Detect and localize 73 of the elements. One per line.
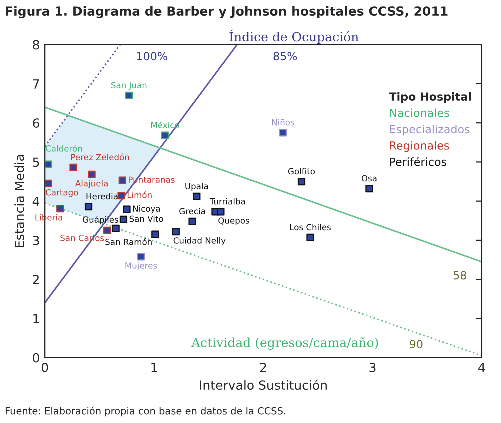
text: Periféricos [390, 157, 447, 166]
point [279, 129, 287, 137]
point [152, 230, 160, 238]
chart-title: Figura 1. Diagrama de Barber y Johnson hospitales CCSS, 2011 [6, 6, 448, 19]
point [125, 92, 133, 100]
point [172, 228, 180, 236]
data-label: Alajuela [75, 180, 108, 188]
point [366, 185, 374, 193]
data-label: Cuidad Nelly [174, 237, 226, 246]
point [45, 180, 52, 188]
y-tick-label: 1 [34, 314, 40, 324]
y-tick-label: 7 [33, 80, 40, 89]
text: Nacionales [390, 108, 450, 118]
annotation: 85% [274, 52, 298, 61]
data-label: San Vito [130, 216, 164, 222]
annotation: 58 [454, 271, 466, 280]
point [104, 226, 112, 235]
text: Regionales [390, 141, 450, 152]
point [118, 192, 126, 200]
data-label: Upala [186, 183, 208, 192]
x-tick-label: 0 [42, 362, 48, 372]
y-tick-label: 3 [33, 236, 40, 246]
point [137, 253, 146, 261]
point [112, 224, 120, 233]
data-label: Osa [362, 175, 377, 182]
x-tick-label: 3 [370, 362, 376, 372]
data-label: Turrialba [210, 198, 246, 205]
y-tick-label: 5 [33, 158, 40, 168]
x-tick-label: 2 [260, 362, 266, 372]
point [88, 170, 96, 179]
point [306, 234, 314, 242]
point [217, 208, 225, 216]
text: Índice de Ocupación [230, 30, 359, 44]
data-label: Heredia [86, 193, 118, 200]
point [118, 176, 126, 184]
point [70, 164, 78, 172]
y-tick-label: 6 [33, 118, 40, 128]
data-label: Limón [128, 192, 152, 198]
annotation: 90 [410, 340, 423, 349]
x-tick-label: 1 [152, 363, 158, 372]
annotation: Actividad (egresos/cama/año) [191, 338, 378, 350]
data-label: San Ramón [106, 238, 152, 246]
x-axis-title: Intervalo Sustitución [200, 380, 327, 390]
point [161, 132, 170, 140]
point [120, 216, 128, 224]
data-label: Grecia [180, 208, 206, 215]
data-label: Nicoya [133, 206, 160, 214]
source-note: Fuente: Elaboración propia con base en datos de la CCSS. [6, 406, 286, 417]
point [298, 178, 306, 186]
x-tick-label: 4 [478, 363, 486, 372]
point [45, 160, 52, 168]
y-tick-label: 0 [33, 353, 40, 363]
data-label: Perez Zeledón [72, 154, 130, 161]
y-tick-label: 2 [33, 275, 39, 284]
data-label: Niños [272, 119, 294, 126]
data-label: Mujeres [126, 262, 158, 271]
data-label: Calderón [46, 145, 82, 152]
y-tick-label: 8 [33, 40, 40, 50]
y-tick-label: 4 [32, 196, 40, 206]
legend-title: Tipo Hospital [389, 92, 472, 104]
data-label: San Juan [112, 82, 147, 90]
y-axis-title: Estancia Media [14, 155, 24, 248]
text: Especializados [390, 125, 470, 136]
data-label: Golfito [288, 168, 316, 175]
point [84, 203, 93, 211]
data-label: Los Chiles [290, 224, 331, 231]
point [56, 204, 64, 213]
point [123, 206, 131, 214]
annotation: 100% [137, 52, 168, 61]
data-label: Quepos [218, 218, 250, 226]
point [193, 192, 201, 200]
data-label: Cartago [46, 189, 78, 198]
point [188, 218, 196, 226]
